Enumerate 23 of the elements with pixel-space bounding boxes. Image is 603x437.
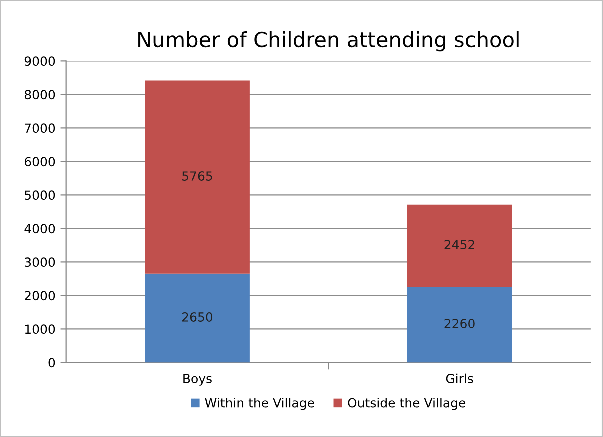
data-label: 5765	[182, 172, 212, 181]
chart-title: Number of Children attending school	[138, 31, 519, 52]
x-tick-label: Boys	[184, 374, 212, 386]
legend-label: Outside the Village	[348, 398, 466, 410]
y-tick-label: 6000	[24, 157, 56, 167]
data-label: 2650	[182, 312, 213, 322]
x-tick-label: Girls	[446, 374, 474, 384]
y-tick-label: 0	[48, 358, 56, 368]
bar	[145, 80, 250, 274]
bar	[145, 274, 250, 363]
data-label: 2452	[444, 240, 474, 250]
bar	[407, 286, 512, 363]
bar	[407, 204, 512, 287]
y-tick-label: 8000	[24, 90, 56, 100]
y-tick-label: 2000	[25, 291, 56, 301]
y-tick-label: 4000	[24, 224, 56, 234]
y-tick-label: 5000	[25, 190, 56, 200]
y-tick-label: 1000	[25, 324, 56, 334]
data-label: 2260	[444, 319, 475, 328]
y-tick-label: 7000	[25, 124, 56, 134]
y-tick-label: 3000	[25, 258, 56, 268]
y-tick-label: 9000	[24, 56, 56, 66]
legend-label: Within the Village	[205, 398, 314, 410]
